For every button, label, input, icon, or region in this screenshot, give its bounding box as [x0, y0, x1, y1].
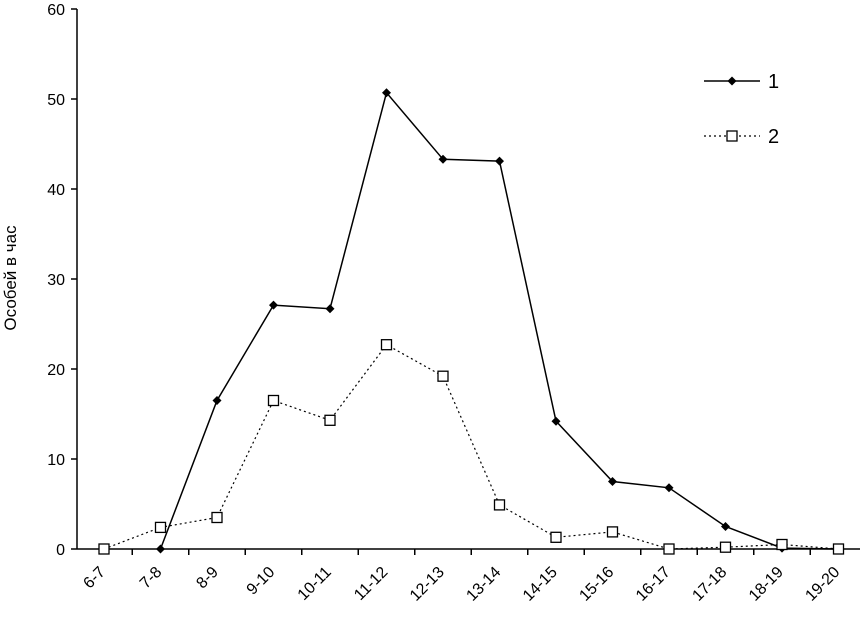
x-tick-label: 9-10 — [244, 564, 279, 599]
series-2-point — [493, 499, 506, 511]
legend-marker-1 — [727, 76, 737, 86]
y-tick-label: 0 — [56, 542, 65, 559]
x-tick-label: 11-12 — [351, 564, 391, 604]
series-2-point — [154, 521, 167, 534]
x-tick-label: 6-7 — [80, 564, 108, 592]
axes — [76, 9, 860, 550]
series-1-point — [156, 544, 165, 554]
x-tick-label: 13-14 — [463, 564, 504, 605]
series-2-point — [832, 543, 845, 555]
series-2-point — [776, 538, 788, 551]
x-tick-label: 10-11 — [295, 564, 335, 604]
x-tick-label: 15-16 — [576, 564, 617, 605]
series-2-point — [437, 370, 449, 382]
legend-label-1: 1 — [768, 71, 779, 93]
x-ticks: 6-7 7-8 8-9 9-10 10-11 11-12 12-13 13-14 14-15 15… — [80, 549, 843, 605]
series-1-point — [495, 156, 504, 166]
y-tick-label: 60 — [47, 2, 65, 19]
legend-marker-2 — [726, 130, 738, 142]
series-1-point — [382, 88, 391, 98]
series-2-point — [550, 531, 562, 543]
x-tick-label: 14-15 — [520, 564, 561, 605]
series-2-point — [663, 543, 675, 555]
series-1-point — [664, 483, 674, 493]
y-ticks: 0 10 20 30 40 50 60 — [47, 2, 77, 559]
series-layer — [98, 88, 845, 555]
y-tick-label: 20 — [47, 362, 65, 379]
series-1-point — [438, 154, 448, 164]
series-1-point — [608, 477, 617, 486]
y-tick-label: 40 — [47, 182, 65, 199]
x-tick-label: 17-18 — [689, 564, 730, 605]
legend-label-2: 2 — [768, 126, 779, 148]
y-tick-label: 50 — [47, 92, 65, 109]
series-2-point — [719, 541, 732, 553]
series-1-point — [325, 304, 335, 314]
series-2-point — [267, 394, 280, 407]
series-2-point — [380, 339, 393, 351]
series-2-point — [324, 414, 336, 426]
series-2-point — [98, 543, 110, 555]
series-2-point — [211, 511, 223, 524]
series-1-point — [212, 396, 222, 405]
series-1-point — [551, 416, 561, 426]
x-tick-label: 18-19 — [746, 564, 787, 605]
x-tick-label: 19-20 — [802, 564, 843, 605]
y-axis-label: Особей в час — [1, 225, 20, 331]
x-tick-label: 7-8 — [137, 564, 165, 592]
x-tick-label: 12-13 — [407, 564, 448, 605]
x-tick-label: 8-9 — [193, 564, 221, 592]
legend: 12 — [704, 71, 779, 148]
series-2-point — [606, 526, 619, 538]
series-2-line — [103, 343, 839, 550]
series-1-point — [721, 522, 730, 531]
y-tick-label: 10 — [47, 452, 65, 469]
y-tick-label: 30 — [47, 272, 65, 289]
series-1-point — [269, 300, 278, 310]
x-tick-label: 16-17 — [633, 564, 674, 605]
